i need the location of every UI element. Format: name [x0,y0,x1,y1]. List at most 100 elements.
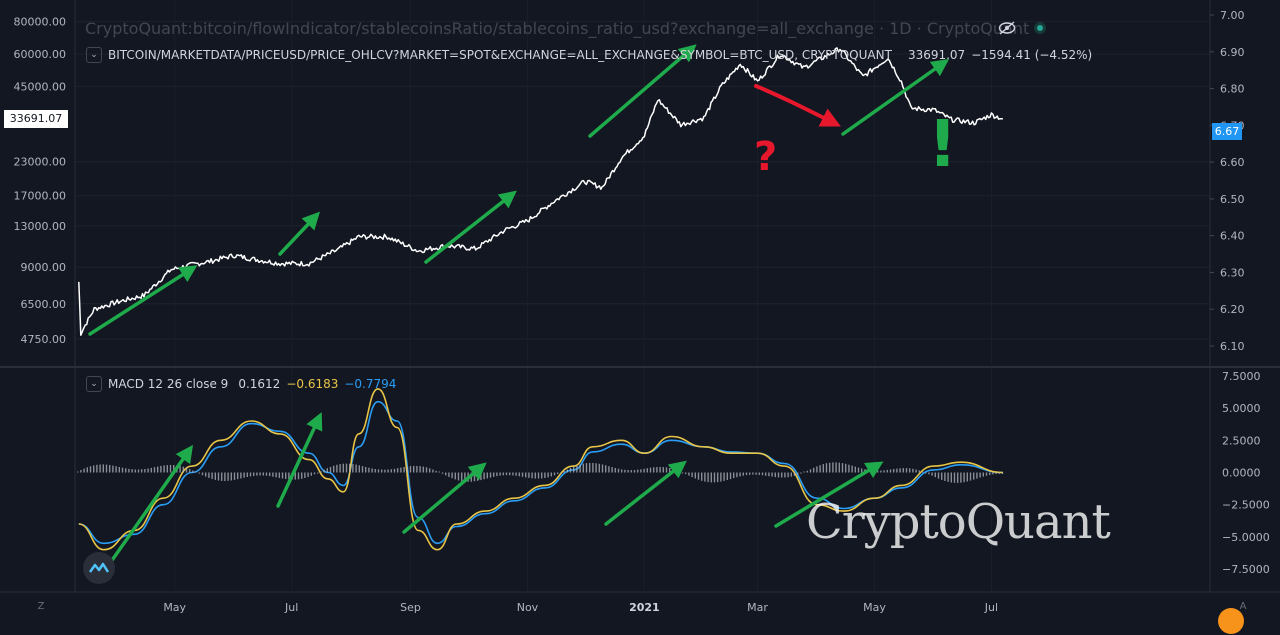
price-tick-label: 45000.00 [14,80,67,93]
green-trend-arrow [278,211,321,256]
macd-histogram-bar [477,472,479,481]
macd-histogram-bar [678,471,680,473]
macd-histogram-bar [685,472,687,475]
macd-histogram-bar [889,469,892,473]
macd-histogram-bar [329,466,332,473]
ratio-tick-label: 7.00 [1220,9,1245,22]
macd-histogram-bar [253,472,255,476]
macd-histogram-bar [957,472,959,483]
watermark: CryptoQuant [806,494,1111,550]
macd-histogram-bar [765,472,767,476]
macd-histogram-bar [83,468,85,473]
macd-histogram-bar [601,464,604,473]
macd-histogram-bar [323,469,325,473]
macd-histogram-bar [441,472,444,474]
macd-histogram-bar [851,465,853,473]
macd-histogram-bar [877,470,879,473]
macd-histogram-bar [749,472,751,475]
macd-histogram-bar [230,472,232,481]
macd-histogram-bar [515,472,517,476]
macd-histogram-bar [624,469,626,473]
macd-histogram-bar [345,463,348,473]
macd-histogram-bar [384,469,386,473]
macd-histogram-bar [739,472,741,477]
macd-histogram-bar [317,472,319,474]
macd-histogram-bar [761,472,764,476]
macd-legend: ⌄ MACD 12 26 close 9 0.1612 −0.6183 −0.7… [86,376,396,392]
macd-histogram-bar [105,464,108,473]
ratio-tick-label: 6.50 [1220,193,1245,206]
price-tick-label: 23000.00 [14,156,67,169]
green-trend-arrow [774,461,884,528]
axes-layer: 80000.00 60000.00 45000.00 23000.00 17000.00… [0,0,1280,614]
macd-histogram-bar [825,463,828,473]
chevron-down-icon[interactable]: ⌄ [86,47,102,63]
macd-histogram-bar [995,472,997,475]
macd-histogram-bar [832,462,834,473]
macd-histogram-bar [611,467,613,473]
macd-histogram-bar [518,472,520,477]
macd-histogram-bar [557,472,559,474]
green-trend-arrow [402,462,487,534]
macd-histogram-bar [531,472,533,479]
macd-histogram-bar [285,472,287,479]
macd-histogram-bar [198,472,200,474]
macd-histogram-bar [774,472,776,478]
macd-histogram-bar [425,467,428,473]
macd-histogram-bar [966,472,968,482]
macd-histogram-bar [979,472,981,478]
macd-histogram-bar [393,468,396,473]
macd-histogram-bar [857,467,860,473]
price-legend: ⌄ BITCOIN/MARKETDATA/PRICEUSD/PRICE_OHLC… [86,47,1092,63]
macd-histogram-bar [429,468,431,473]
current-price-tag: 33691.07 [4,110,68,128]
macd-histogram-bar [883,470,885,473]
time-tick-label: Sep [400,601,421,614]
macd-histogram-bar [240,472,242,479]
green-trend-arrow [424,190,517,264]
macd-histogram-bar [947,472,949,482]
macd-histogram-bar [310,472,312,476]
macd-histogram-bar [797,472,799,475]
price-tick-label: 9000.00 [21,261,67,274]
auto-scale-button[interactable]: A [1239,601,1247,612]
time-tick-label: May [163,601,186,614]
macd-histogram-bar [982,472,984,477]
ratio-tick-label: 6.80 [1220,83,1245,96]
time-tick-label: May [863,601,886,614]
macd-histogram-bar [550,472,552,477]
macd-histogram-bar [835,462,837,473]
macd-histogram-bar [102,464,104,473]
zoom-button[interactable]: Z [37,601,45,612]
price-tick-label: 17000.00 [14,190,67,203]
macd-histogram-bar [147,468,149,473]
macd-histogram-bar [246,472,248,477]
macd-histogram-bar [649,467,652,473]
macd-histogram-bar [656,467,658,473]
macd-histogram-bar [579,464,581,473]
macd-histogram-bar [480,472,482,481]
macd-histogram-bar [960,472,962,483]
macd-histogram-bar [281,472,284,479]
eye-off-icon[interactable] [998,21,1016,35]
macd-histogram-bar [502,472,504,476]
macd-label: MACD 12 26 close 9 [108,377,229,391]
macd-histogram-bar [822,464,824,473]
chevron-down-icon[interactable]: ⌄ [86,376,102,392]
macd-histogram-bar [278,472,280,478]
macd-histogram-bar [288,472,290,480]
macd-histogram-bar [294,472,296,480]
macd-histogram-bar [371,468,373,473]
macd-histogram-bar [355,464,357,473]
macd-histogram-bar [275,472,277,478]
macd-histogram-bar [387,469,389,473]
macd-histogram-bar [416,465,418,473]
macd-histogram-bar [813,467,815,473]
macd-histogram-bar [195,471,197,473]
macd-histogram-bar [134,469,136,473]
macd-histogram-bar [742,472,744,476]
macd-histogram-bar [784,472,786,478]
macd-histogram-bar [400,467,402,473]
chart-header-title: CryptoQuant:bitcoin/flowIndicator/stable… [85,19,1030,38]
